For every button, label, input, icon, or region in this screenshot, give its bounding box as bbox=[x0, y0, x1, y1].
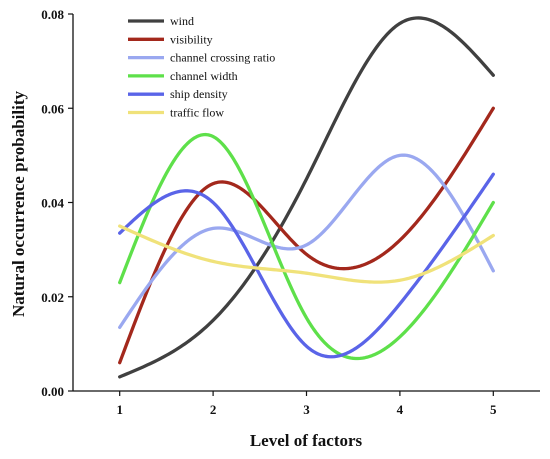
legend-label: wind bbox=[170, 14, 194, 28]
legend-label: visibility bbox=[170, 32, 213, 46]
x-tick-label: 4 bbox=[397, 402, 404, 417]
legend-label: traffic flow bbox=[170, 106, 224, 120]
series-line-traffic-flow bbox=[118, 224, 495, 284]
y-axis-title: Natural occurrence probability bbox=[9, 90, 28, 317]
x-tick-label: 3 bbox=[303, 402, 310, 417]
series-line-channel-crossing-ratio bbox=[118, 153, 495, 330]
legend-label: ship density bbox=[170, 87, 228, 101]
series-line-visibility bbox=[118, 106, 495, 365]
y-tick-label: 0.02 bbox=[41, 290, 64, 305]
series-line-ship-density bbox=[118, 172, 495, 359]
axes bbox=[72, 14, 540, 392]
series-line-wind bbox=[118, 16, 495, 379]
x-tick-label: 2 bbox=[210, 402, 217, 417]
tick-marks bbox=[68, 13, 494, 396]
x-tick-label: 1 bbox=[116, 402, 123, 417]
y-tick-label: 0.08 bbox=[41, 7, 64, 22]
legend-label: channel width bbox=[170, 69, 238, 83]
series-lines bbox=[118, 16, 495, 379]
y-tick-label: 0.04 bbox=[41, 196, 64, 211]
x-axis-title: Level of factors bbox=[250, 431, 363, 450]
legend-label: channel crossing ratio bbox=[170, 51, 275, 65]
y-tick-label: 0.06 bbox=[41, 101, 64, 116]
legend: wind visibility channel crossing ratio chan… bbox=[128, 14, 275, 120]
x-tick-label: 5 bbox=[490, 402, 497, 417]
y-tick-labels: 0.00 0.02 0.04 0.06 0.08 bbox=[41, 7, 64, 399]
series-line-channel-width bbox=[118, 132, 495, 361]
y-tick-label: 0.00 bbox=[41, 384, 64, 399]
x-tick-labels: 1 2 3 4 5 bbox=[116, 402, 497, 417]
